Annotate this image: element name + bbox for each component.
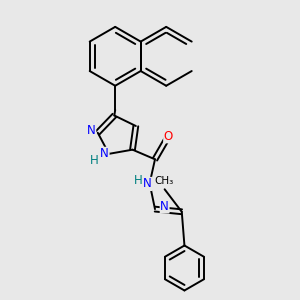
Text: N: N [143,177,152,190]
Text: O: O [164,130,173,143]
Text: N: N [160,200,169,213]
Text: CH₃: CH₃ [154,176,173,186]
Text: N: N [100,147,109,160]
Text: N: N [87,124,96,137]
Text: H: H [134,174,142,187]
Text: H: H [90,154,98,167]
